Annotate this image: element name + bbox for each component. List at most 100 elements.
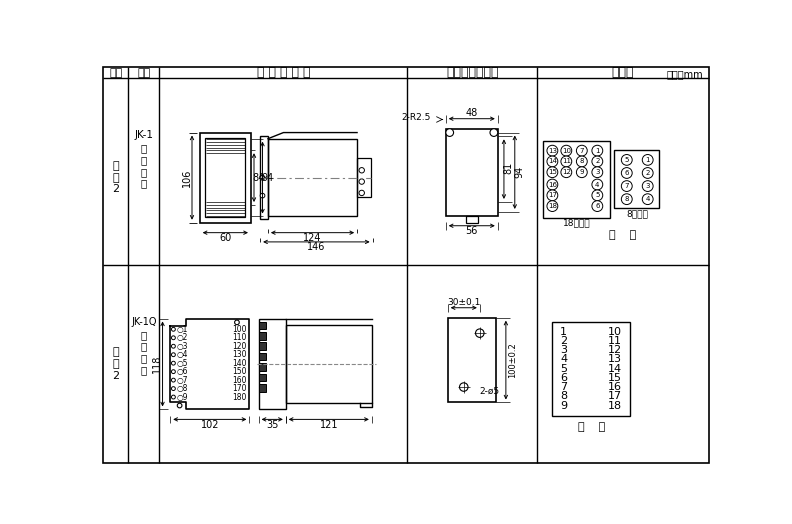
Bar bbox=[357, 158, 371, 198]
Text: 1: 1 bbox=[595, 148, 600, 154]
Circle shape bbox=[171, 361, 175, 365]
Circle shape bbox=[547, 156, 558, 167]
Text: 2-R2.5: 2-R2.5 bbox=[401, 113, 430, 123]
Circle shape bbox=[561, 145, 572, 156]
Text: 1: 1 bbox=[560, 326, 567, 336]
Text: 170: 170 bbox=[232, 384, 246, 393]
Text: 16: 16 bbox=[548, 181, 557, 188]
Text: 160: 160 bbox=[232, 376, 246, 385]
Circle shape bbox=[547, 145, 558, 156]
Text: ○5: ○5 bbox=[177, 359, 188, 368]
Bar bbox=[466, 216, 478, 223]
Text: ○3: ○3 bbox=[177, 342, 188, 351]
Circle shape bbox=[642, 181, 653, 191]
Text: 180: 180 bbox=[232, 392, 246, 401]
Bar bbox=[259, 319, 286, 409]
Text: 10: 10 bbox=[562, 148, 571, 154]
Circle shape bbox=[547, 201, 558, 212]
Circle shape bbox=[622, 194, 632, 204]
Circle shape bbox=[171, 378, 175, 382]
Circle shape bbox=[547, 179, 558, 190]
Text: 121: 121 bbox=[319, 420, 338, 430]
Text: 图号: 图号 bbox=[109, 68, 122, 78]
Text: 外 形 尺 寸 图: 外 形 尺 寸 图 bbox=[257, 67, 310, 80]
Text: 94: 94 bbox=[515, 166, 524, 178]
Text: ○6: ○6 bbox=[177, 367, 188, 376]
Bar bbox=[268, 139, 357, 216]
Circle shape bbox=[261, 176, 265, 180]
Text: 安装开孔尺寸图: 安装开孔尺寸图 bbox=[446, 67, 498, 80]
Text: 4: 4 bbox=[595, 181, 600, 188]
Text: 2: 2 bbox=[595, 158, 600, 165]
Text: 18: 18 bbox=[608, 400, 623, 410]
Text: 15: 15 bbox=[548, 169, 557, 175]
Bar bbox=[260, 374, 265, 381]
Text: 11: 11 bbox=[562, 158, 571, 165]
Bar bbox=[200, 133, 251, 223]
Text: ○1: ○1 bbox=[177, 325, 188, 334]
Bar bbox=[446, 129, 497, 216]
Bar bbox=[260, 384, 265, 391]
Bar bbox=[260, 342, 265, 350]
Text: 18: 18 bbox=[548, 203, 557, 209]
Circle shape bbox=[561, 156, 572, 167]
Circle shape bbox=[171, 353, 175, 357]
Circle shape bbox=[459, 383, 468, 391]
Text: 14: 14 bbox=[548, 158, 557, 165]
Circle shape bbox=[490, 129, 497, 136]
Text: 30±0.1: 30±0.1 bbox=[447, 298, 481, 307]
Circle shape bbox=[171, 328, 175, 331]
Text: ○4: ○4 bbox=[177, 350, 188, 359]
Circle shape bbox=[592, 156, 603, 167]
Text: 结构: 结构 bbox=[137, 68, 150, 78]
Bar bbox=[286, 325, 371, 403]
Text: 4: 4 bbox=[645, 196, 650, 202]
Circle shape bbox=[171, 395, 175, 399]
Text: 5: 5 bbox=[595, 192, 600, 198]
Text: 60: 60 bbox=[219, 233, 231, 243]
Circle shape bbox=[622, 168, 632, 178]
Text: 9: 9 bbox=[580, 169, 584, 175]
Text: 81: 81 bbox=[504, 162, 513, 174]
Text: 2: 2 bbox=[645, 170, 650, 176]
Circle shape bbox=[577, 145, 587, 156]
Text: 13: 13 bbox=[548, 148, 557, 154]
Circle shape bbox=[592, 145, 603, 156]
Text: 140: 140 bbox=[232, 359, 246, 368]
Text: JK-1: JK-1 bbox=[135, 130, 154, 140]
Text: 84: 84 bbox=[253, 172, 265, 182]
Text: 17: 17 bbox=[608, 391, 623, 401]
Text: 9: 9 bbox=[560, 400, 567, 410]
Text: 56: 56 bbox=[466, 226, 478, 236]
Circle shape bbox=[177, 403, 182, 408]
Circle shape bbox=[622, 181, 632, 191]
Text: 10: 10 bbox=[608, 326, 623, 336]
Bar bbox=[205, 138, 246, 217]
Text: 8: 8 bbox=[580, 158, 584, 165]
Text: 6: 6 bbox=[560, 373, 567, 383]
Text: 3: 3 bbox=[595, 169, 600, 175]
Text: 18点端子: 18点端子 bbox=[562, 219, 590, 227]
Text: ○2: ○2 bbox=[177, 333, 188, 342]
Bar bbox=[260, 332, 265, 340]
Circle shape bbox=[359, 190, 364, 195]
Text: 100±0.2: 100±0.2 bbox=[508, 342, 517, 378]
Circle shape bbox=[622, 155, 632, 165]
Text: 100: 100 bbox=[232, 325, 246, 334]
Text: ○7: ○7 bbox=[177, 376, 188, 385]
Text: ○8: ○8 bbox=[177, 384, 188, 393]
Circle shape bbox=[642, 194, 653, 204]
Circle shape bbox=[592, 190, 603, 201]
Circle shape bbox=[171, 336, 175, 340]
Text: 6: 6 bbox=[625, 170, 629, 176]
Bar bbox=[261, 136, 268, 219]
Text: 4: 4 bbox=[560, 354, 567, 364]
Text: 6: 6 bbox=[595, 203, 600, 209]
Text: 3: 3 bbox=[645, 183, 650, 189]
Text: 15: 15 bbox=[608, 373, 623, 383]
Text: 8: 8 bbox=[625, 196, 629, 202]
Circle shape bbox=[171, 344, 175, 348]
Text: ○9: ○9 bbox=[177, 392, 188, 401]
Circle shape bbox=[171, 370, 175, 374]
Circle shape bbox=[547, 167, 558, 178]
